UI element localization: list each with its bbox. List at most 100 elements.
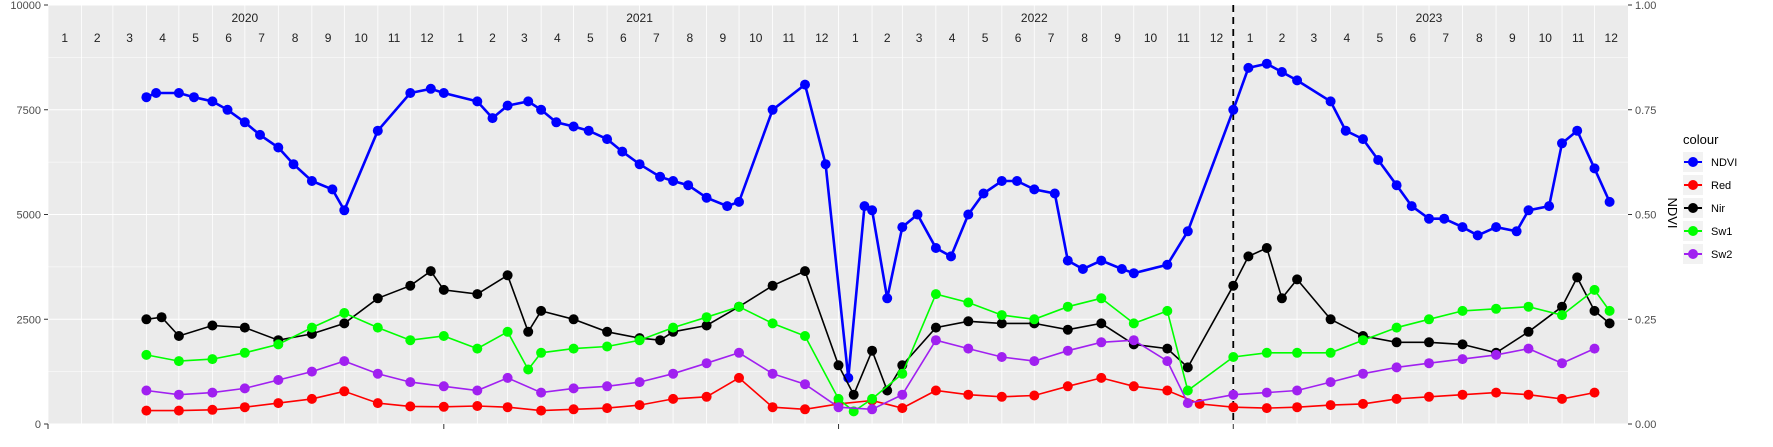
data-point-sw2 <box>634 377 645 388</box>
data-point-ndvi <box>207 96 218 107</box>
data-point-sw1 <box>1261 347 1272 358</box>
data-point-red <box>1557 393 1567 404</box>
data-point-ndvi <box>1182 226 1193 237</box>
data-point-nir <box>1261 243 1272 253</box>
data-point-red <box>173 405 184 416</box>
month-label: 9 <box>1509 31 1516 45</box>
month-label: 1 <box>1247 31 1254 45</box>
data-point-sw2 <box>1292 385 1303 396</box>
data-point-sw2 <box>668 368 679 379</box>
data-point-red <box>634 400 645 411</box>
data-point-red <box>1523 389 1534 400</box>
data-point-ndvi <box>189 92 199 103</box>
data-point-ndvi <box>1276 67 1287 77</box>
data-point-sw2 <box>405 377 416 388</box>
month-label: 5 <box>587 31 594 45</box>
data-point-ndvi <box>1243 62 1254 73</box>
month-label: 1 <box>457 31 464 45</box>
data-point-sw1 <box>273 339 284 350</box>
data-point-red <box>701 391 712 402</box>
data-point-sw1 <box>372 322 383 333</box>
data-point-red <box>734 372 744 383</box>
data-point-sw1 <box>897 368 908 379</box>
data-point-ndvi <box>668 176 679 186</box>
legend-label-sw1: Sw1 <box>1711 226 1732 238</box>
data-point-nir <box>1604 318 1615 329</box>
data-point-sw2 <box>438 381 449 392</box>
data-point-red <box>1358 398 1368 409</box>
month-label: 11 <box>1177 31 1190 45</box>
data-point-nir <box>502 270 513 281</box>
data-point-ndvi <box>405 88 416 98</box>
data-point-sw1 <box>472 343 483 354</box>
data-point-sw2 <box>1182 398 1193 409</box>
data-point-sw1 <box>1358 335 1368 346</box>
data-point-ndvi <box>173 88 184 98</box>
data-point-red <box>668 393 679 404</box>
data-point-nir <box>1557 301 1567 312</box>
data-point-red <box>207 404 218 415</box>
data-point-nir <box>173 331 184 341</box>
data-point-red <box>930 385 941 396</box>
data-point-sw2 <box>273 375 284 385</box>
data-point-sw2 <box>1228 389 1239 400</box>
right-axis-tick-label: 0.00 <box>1635 419 1656 431</box>
data-point-nir <box>602 326 613 337</box>
data-point-sw1 <box>306 322 317 333</box>
data-point-ndvi <box>1162 259 1173 270</box>
month-label: 7 <box>1048 31 1055 45</box>
data-point-red <box>472 401 483 411</box>
month-label: 11 <box>783 31 796 45</box>
data-point-nir <box>1424 337 1434 348</box>
legend-label-sw2: Sw2 <box>1711 249 1732 261</box>
data-point-nir <box>568 314 579 325</box>
data-point-red <box>1062 381 1073 392</box>
data-point-ndvi <box>583 125 594 136</box>
data-point-red <box>306 393 317 404</box>
data-point-nir <box>767 280 778 291</box>
year-label: 2023 <box>1416 11 1443 25</box>
data-point-ndvi <box>602 134 613 145</box>
data-point-ndvi <box>1062 255 1073 266</box>
data-point-ndvi <box>255 129 265 140</box>
data-point-sw2 <box>833 402 844 413</box>
data-point-ndvi <box>820 159 831 170</box>
data-point-nir <box>867 345 878 356</box>
data-point-sw2 <box>207 387 218 398</box>
month-label: 4 <box>159 31 166 45</box>
data-point-nir <box>848 389 859 400</box>
data-point-ndvi <box>502 100 513 111</box>
month-label: 11 <box>1572 31 1585 45</box>
legend-key-dot-sw2 <box>1688 249 1698 259</box>
data-point-sw2 <box>602 381 613 392</box>
data-point-ndvi <box>339 205 350 216</box>
month-label: 5 <box>982 31 989 45</box>
data-point-ndvi <box>372 125 383 136</box>
year-label: 2022 <box>1021 11 1048 25</box>
data-point-sw1 <box>1491 303 1502 314</box>
data-point-ndvi <box>897 222 908 233</box>
data-point-ndvi <box>1358 134 1368 145</box>
data-point-ndvi <box>1077 264 1088 274</box>
month-label: 8 <box>686 31 693 45</box>
data-point-sw1 <box>239 347 250 358</box>
data-point-ndvi <box>551 117 562 128</box>
data-point-sw1 <box>438 331 449 341</box>
month-label: 9 <box>1114 31 1121 45</box>
data-point-sw1 <box>996 310 1007 321</box>
data-point-red <box>963 389 974 400</box>
legend-key-dot-ndvi <box>1688 157 1698 167</box>
month-label: 4 <box>1343 31 1350 45</box>
month-label: 8 <box>1476 31 1483 45</box>
data-point-ndvi <box>701 192 712 203</box>
data-point-ndvi <box>946 251 956 262</box>
data-point-sw1 <box>1589 284 1600 295</box>
data-point-ndvi <box>683 180 694 191</box>
data-point-ndvi <box>1128 268 1139 279</box>
data-point-nir <box>833 360 844 371</box>
data-point-sw1 <box>523 364 534 375</box>
data-point-ndvi <box>1544 201 1555 212</box>
data-point-ndvi <box>239 117 250 128</box>
right-axis-title: NDVI <box>1665 197 1680 228</box>
data-point-sw1 <box>668 322 679 333</box>
